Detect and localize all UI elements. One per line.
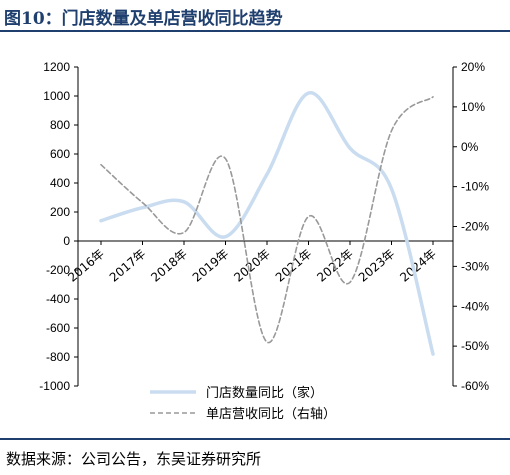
x-tick-label: 2016年 [65,247,107,285]
title-rule [0,30,510,32]
x-tick-label: 2024年 [397,247,439,285]
right-tick-label: -40% [461,299,489,313]
x-tick-label: 2017年 [107,247,149,285]
left-tick-label: 1000 [43,89,70,103]
chart-title: 图10：门店数量及单店营收同比趋势 [4,9,283,29]
chart: -1000 -800 -600 -400 -200 0 200 400 600 800 1000 12… [39,60,489,422]
right-tick-label: -60% [461,379,489,393]
left-tick-label: -600 [46,321,70,335]
left-tick-label: 800 [50,118,70,132]
x-tick-label: 2020年 [231,247,273,285]
left-tick-label: -400 [46,292,70,306]
left-tick-label: -200 [46,263,70,277]
left-tick-label: 200 [50,205,70,219]
left-tick-label: 600 [50,147,70,161]
left-tick-label: -800 [46,350,70,364]
right-tick-label: 20% [461,60,485,74]
right-tick-label: -50% [461,339,489,353]
right-tick-label: -20% [461,220,489,234]
source-note: 数据来源：公司公告，东吴证券研究所 [6,450,262,468]
legend-label: 单店营收同比（右轴） [206,407,336,422]
x-tick-label: 2018年 [148,247,190,285]
left-tick-label: 0 [63,234,70,248]
left-tick-label: -1000 [39,379,70,393]
left-tick-label: 400 [50,176,70,190]
x-tick-label: 2021年 [273,247,315,285]
left-tick-label: 1200 [43,60,70,74]
series-line-revenue-per-store [100,96,434,343]
footer-rule [0,438,510,440]
x-tick-label: 2019年 [190,247,232,285]
right-tick-label: -10% [461,180,489,194]
legend-label: 门店数量同比（家） [206,385,323,401]
right-tick-label: 10% [461,100,485,114]
right-tick-label: 0% [461,140,479,154]
right-tick-label: -30% [461,259,489,273]
series-line-store-count [99,91,435,356]
